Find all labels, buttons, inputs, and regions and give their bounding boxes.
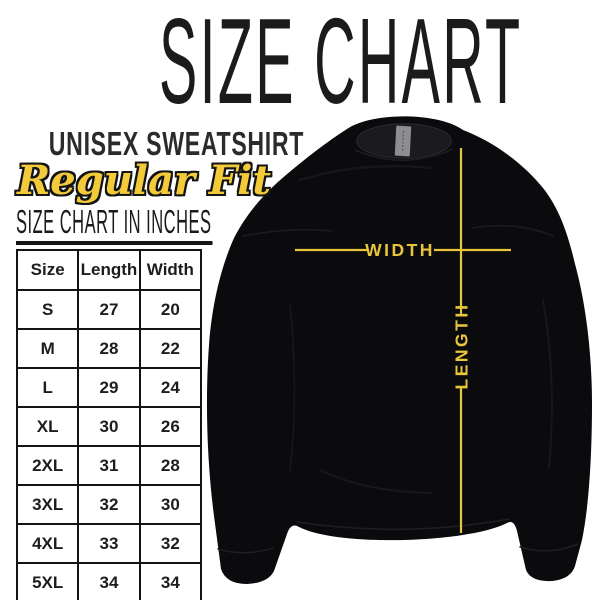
table-row: 3XL 32 30 bbox=[15, 484, 203, 525]
column-header-length: Length bbox=[77, 249, 141, 291]
table-row: M 28 22 bbox=[15, 328, 203, 369]
table-row: S 27 20 bbox=[15, 289, 203, 330]
table-row: 5XL 34 34 bbox=[15, 562, 203, 600]
collar-front-seam bbox=[354, 148, 454, 161]
collar-opening bbox=[358, 125, 450, 157]
page-title: SIZE CHART bbox=[159, 0, 523, 129]
neck-tag bbox=[394, 125, 412, 157]
column-header-size: Size bbox=[15, 249, 80, 291]
length-label: LENGTH bbox=[452, 303, 472, 390]
measurement-lines bbox=[295, 148, 511, 533]
table-row: L 29 24 bbox=[15, 367, 203, 408]
table-header-row: Size Length Width bbox=[15, 249, 203, 291]
table-row: 2XL 31 28 bbox=[15, 445, 203, 486]
size-table: Size Length Width S 27 20 M 28 22 L 29 2… bbox=[15, 249, 203, 600]
table-row: XL 30 26 bbox=[15, 406, 203, 447]
column-header-width: Width bbox=[138, 249, 203, 291]
width-label: WIDTH bbox=[365, 240, 435, 260]
brand-block: UNISEX SWEATSHIRT Regular Fit bbox=[8, 125, 305, 204]
garment-seams bbox=[217, 164, 579, 554]
table-heading: SIZE CHART IN INCHES bbox=[16, 205, 213, 245]
table-row: 4XL 33 32 bbox=[15, 523, 203, 564]
fit-label: Regular Fit bbox=[17, 157, 271, 204]
collar-band-edge bbox=[356, 123, 452, 159]
product-name: UNISEX SWEATSHIRT bbox=[48, 125, 305, 162]
